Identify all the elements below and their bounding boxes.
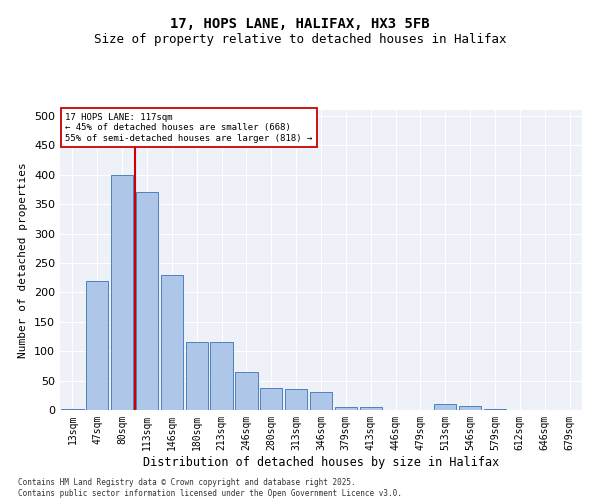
Bar [61, 409, 83, 410]
Bar [335, 407, 357, 410]
Bar [260, 388, 283, 410]
Bar [235, 372, 257, 410]
Bar [285, 390, 307, 410]
Bar [310, 392, 332, 410]
Bar [484, 409, 506, 410]
Y-axis label: Number of detached properties: Number of detached properties [19, 162, 28, 358]
Text: 17, HOPS LANE, HALIFAX, HX3 5FB: 17, HOPS LANE, HALIFAX, HX3 5FB [170, 18, 430, 32]
X-axis label: Distribution of detached houses by size in Halifax: Distribution of detached houses by size … [143, 456, 499, 468]
Bar [86, 280, 109, 410]
Bar [111, 174, 133, 410]
Bar [136, 192, 158, 410]
Bar [185, 342, 208, 410]
Bar [434, 404, 457, 410]
Bar [359, 407, 382, 410]
Text: Contains HM Land Registry data © Crown copyright and database right 2025.
Contai: Contains HM Land Registry data © Crown c… [18, 478, 402, 498]
Bar [459, 406, 481, 410]
Text: 17 HOPS LANE: 117sqm
← 45% of detached houses are smaller (668)
55% of semi-deta: 17 HOPS LANE: 117sqm ← 45% of detached h… [65, 113, 313, 143]
Bar [161, 274, 183, 410]
Text: Size of property relative to detached houses in Halifax: Size of property relative to detached ho… [94, 32, 506, 46]
Bar [211, 342, 233, 410]
